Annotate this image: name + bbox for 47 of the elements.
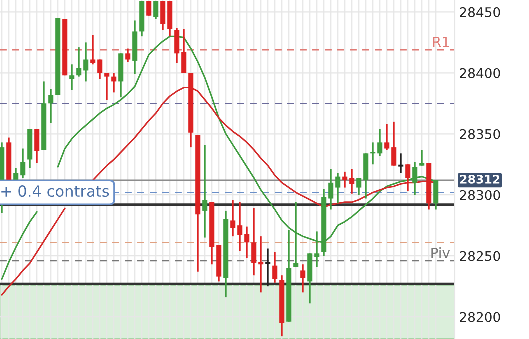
candlestick (384, 124, 390, 151)
candlestick (314, 230, 320, 268)
candlestick (126, 48, 131, 63)
candlestick (328, 168, 334, 211)
candlestick (70, 64, 75, 91)
candlestick (84, 42, 89, 82)
ref-line-label: 28312 (460, 174, 500, 184)
candlestick (20, 148, 26, 179)
candlestick (244, 226, 250, 260)
candlestick (146, 0, 152, 17)
candlestick (174, 27, 180, 64)
candlestick (182, 28, 187, 74)
annotation: + 0.4 contrats (2, 186, 110, 198)
candlestick (258, 236, 264, 294)
candlestick (336, 172, 341, 204)
candlestick (420, 149, 425, 167)
ref-line-label: Piv (432, 248, 450, 258)
candlestick (230, 199, 236, 238)
candlestick (294, 202, 299, 268)
candlestick (34, 128, 40, 164)
candlestick (392, 121, 397, 167)
candlestick (98, 58, 103, 80)
candlestick (76, 46, 82, 78)
candlestick (48, 88, 54, 124)
candlestick (378, 128, 383, 157)
candlestick (350, 168, 355, 195)
candlestick (272, 252, 278, 284)
candlestick (238, 202, 243, 252)
y-tick-label: 28400 (460, 68, 500, 78)
y-tick-label: 28250 (460, 251, 500, 262)
candlestick (252, 208, 257, 276)
candlestick (90, 34, 96, 66)
candlestick (112, 72, 117, 94)
ref-line-label: R1 (433, 36, 450, 48)
candlestick (342, 171, 348, 189)
candlestick (202, 144, 208, 239)
y-tick-label: 28200 (460, 312, 500, 322)
candlestick (406, 164, 411, 192)
candlestick (356, 177, 362, 196)
candlestick (300, 264, 306, 294)
y-tick-label: 28350 (460, 129, 500, 140)
candlestick (154, 0, 159, 20)
candlestick (104, 72, 110, 101)
y-tick-label: 28450 (460, 7, 500, 18)
candlestick (160, 0, 166, 32)
candlestick (412, 161, 418, 196)
y-tick-label: 28300 (460, 190, 500, 200)
